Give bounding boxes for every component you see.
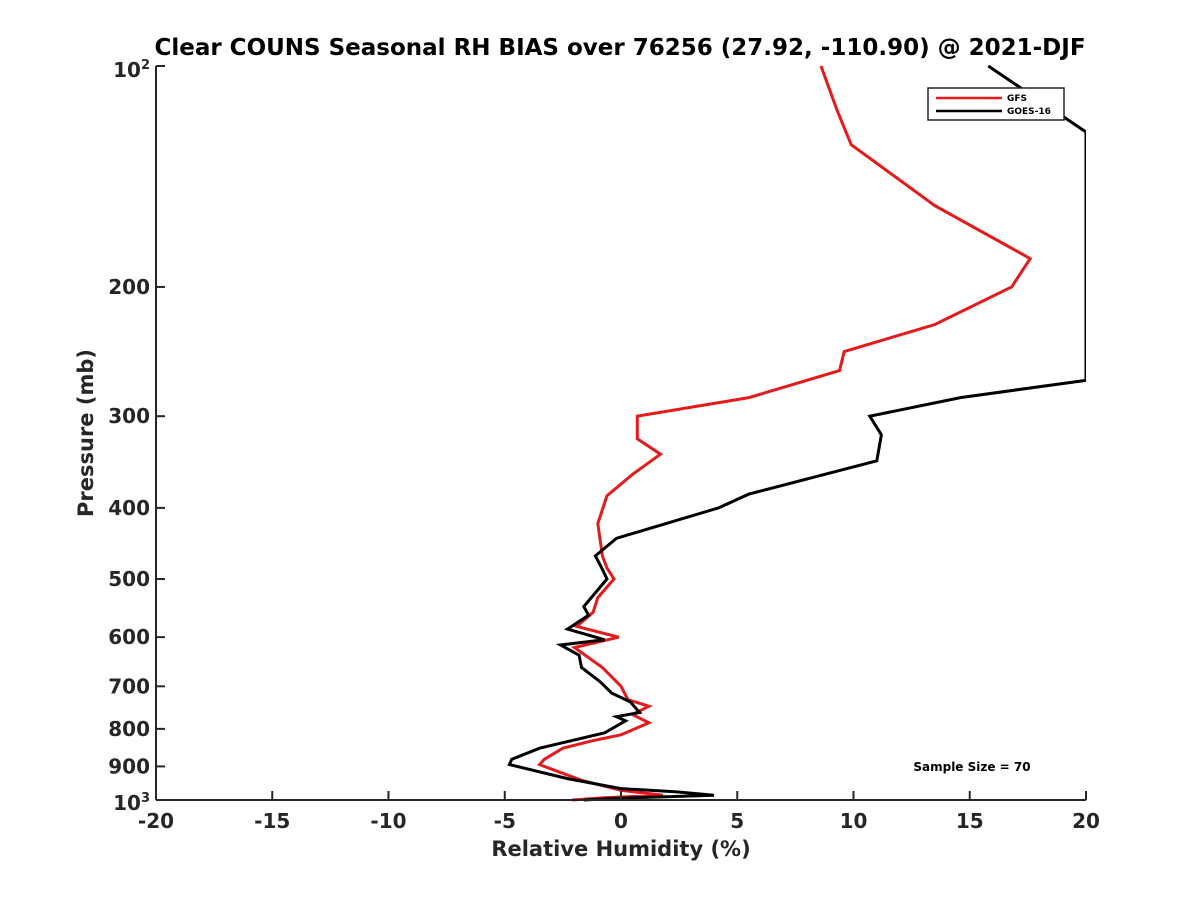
- legend: GFS GOES-16: [927, 87, 1065, 121]
- x-tick-label: -5: [494, 809, 516, 833]
- legend-box: [927, 87, 1065, 121]
- x-tick-label: -10: [370, 809, 406, 833]
- x-tick-label: 5: [730, 809, 744, 833]
- y-tick-label-bottom: 103: [113, 791, 150, 815]
- y-tick-label: 200: [108, 275, 150, 299]
- y-tick-label: 300: [108, 404, 150, 428]
- chart-title: Clear COUNS Seasonal RH BIAS over 76256 …: [154, 35, 1085, 61]
- legend-label-gfs: GFS: [1007, 94, 1027, 104]
- series-layer: [507, 64, 1086, 802]
- legend-label-goes16: GOES-16: [1007, 107, 1051, 117]
- x-axis-label: Relative Humidity (%): [491, 837, 750, 861]
- y-tick-label: 500: [108, 567, 150, 591]
- y-tick-label: 800: [108, 717, 150, 741]
- y-tick-top-base: 10: [113, 58, 141, 82]
- x-tick-label: 10: [840, 809, 868, 833]
- y-tick-top-exp: 2: [141, 58, 150, 73]
- series-line-gfs: [537, 65, 1033, 802]
- x-tick-label: 0: [614, 809, 628, 833]
- x-tick-label: -15: [254, 809, 290, 833]
- y-tick-label-top: 102: [113, 58, 150, 82]
- y-ticks: 200 300 400 500 600 700 800 900: [108, 65, 165, 801]
- y-axis-label: Pressure (mb): [74, 349, 98, 517]
- sample-size-annotation: Sample Size = 70: [913, 760, 1030, 774]
- x-tick-label: 20: [1072, 809, 1100, 833]
- y-tick-bottom-base: 10: [113, 791, 141, 815]
- y-tick-bottom-exp: 3: [141, 791, 150, 806]
- x-tick-label: 15: [956, 809, 984, 833]
- x-tick-label: -20: [138, 809, 174, 833]
- y-tick-label: 700: [108, 674, 150, 698]
- series-line-goes16: [507, 64, 1086, 802]
- y-tick-label: 400: [108, 496, 150, 520]
- y-tick-label: 900: [108, 754, 150, 778]
- x-ticks: -20 -15 -10 -5 0 5 10 15 20: [138, 791, 1100, 833]
- y-tick-label: 600: [108, 625, 150, 649]
